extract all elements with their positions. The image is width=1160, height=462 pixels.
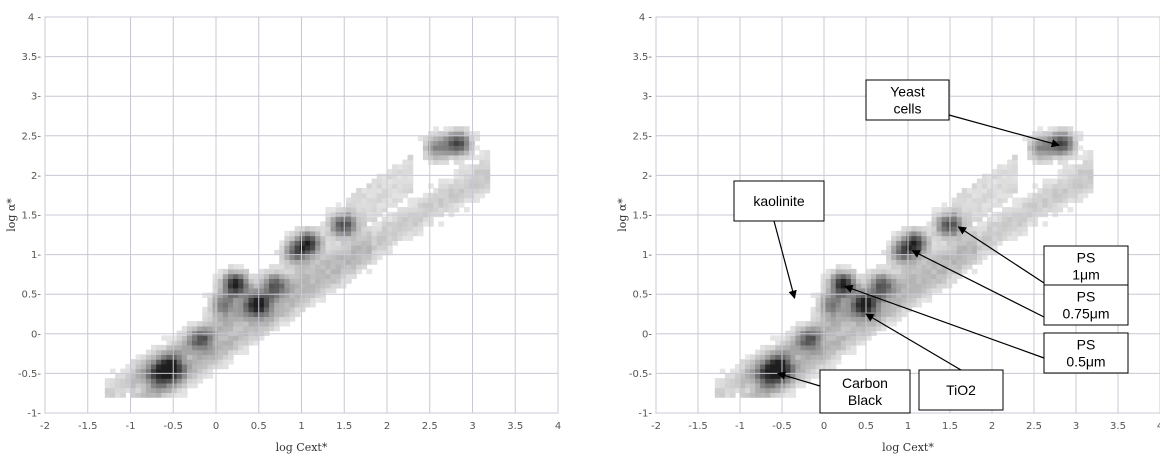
annotation: PS0.5μm: [844, 284, 1129, 374]
x-tick-label: 1.5: [942, 421, 958, 432]
y-axis-label: log α*: [5, 198, 18, 232]
annotation-box: [819, 369, 911, 414]
x-tick-label: 0: [213, 421, 219, 432]
y-tick-label: 4 -: [28, 13, 42, 24]
chart-left: -2 -1.5 -1 -0.5 0 0.5 1 1.5 2 2.5 3 3.5 4 -1- -0.5- 0- 0…: [5, 13, 561, 455]
y-tick-label: 4 -: [639, 13, 653, 24]
y-tick-label: 2-: [31, 171, 41, 182]
x-tick-label: 2: [384, 421, 390, 432]
y-tick-label: 0.5-: [21, 290, 41, 301]
annotation-box: [1043, 245, 1129, 287]
annotation-label: 0.75μm: [1063, 306, 1110, 322]
annotation-label: 0.5μm: [1066, 354, 1105, 370]
x-tick-label: -1.5: [688, 421, 708, 432]
y-tick-label: 2.5-: [21, 131, 41, 142]
x-tick-label: 3.5: [1110, 421, 1126, 432]
annotation-label: cells: [893, 101, 921, 117]
annotation-arrow: [776, 371, 821, 387]
annotation: kaolinite: [733, 180, 825, 299]
x-tick-label: 3: [1073, 421, 1079, 432]
annotation-label: Yeast: [890, 84, 925, 100]
y-tick-label: 0-: [642, 329, 652, 340]
y-tick-label: -1-: [27, 409, 41, 420]
annotation: TiO2: [865, 313, 1004, 411]
annotation-arrow: [773, 220, 797, 299]
y-tick-label: 0.5-: [632, 290, 652, 301]
y-tick-label: 2.5-: [632, 131, 652, 142]
grid: [44, 16, 559, 414]
annotation-box: [1043, 284, 1129, 326]
x-tick-label: 4: [1157, 421, 1160, 432]
x-tick-label: 0.5: [858, 421, 874, 432]
annotation-label: 1μm: [1072, 267, 1100, 283]
annotation-label: Carbon: [842, 375, 888, 391]
y-tick-label: 1.5-: [21, 211, 41, 222]
annotation-label: TiO2: [946, 382, 976, 398]
x-tick-label: -1: [126, 421, 136, 432]
x-axis-label: log Cext*: [882, 441, 934, 454]
y-tick-label: 3-: [31, 92, 41, 103]
y-tick-label: 0-: [31, 329, 41, 340]
x-tick-label: -1.5: [78, 421, 98, 432]
x-tick-label: -2: [651, 421, 661, 432]
y-tick-label: 1-: [642, 250, 652, 261]
y-tick-label: 2-: [642, 171, 652, 182]
annotation: PS0.75μm: [911, 250, 1129, 326]
annotation-label: kaolinite: [753, 193, 805, 209]
x-tick-label: 3.5: [507, 421, 523, 432]
annotation-box: [1043, 332, 1129, 374]
annotation-arrow: [844, 284, 1045, 359]
x-tick-label: 3: [469, 421, 475, 432]
y-tick-label: -1-: [638, 409, 652, 420]
y-tick-label: -0.5-: [18, 369, 42, 380]
y-tick-label: 3.5-: [632, 52, 652, 63]
x-tick-label: 2.5: [1026, 421, 1042, 432]
heatmap: [104, 126, 491, 398]
x-tick-label: -2: [40, 421, 50, 432]
annotation-arrow: [865, 313, 962, 371]
y-tick-label: -0.5-: [629, 369, 653, 380]
x-tick-label: 1: [905, 421, 911, 432]
y-tick-label: 1.5-: [632, 211, 652, 222]
x-tick-label: -1: [735, 421, 745, 432]
annotation-box: [733, 180, 825, 222]
x-tick-label: 1: [298, 421, 304, 432]
x-tick-label: 2.5: [422, 421, 438, 432]
annotation-box: [918, 369, 1004, 411]
x-tick-label: 0: [821, 421, 827, 432]
annotation-arrow: [957, 226, 1045, 284]
annotation-label: PS: [1077, 337, 1096, 353]
chart-right: -2 -1.5 -1 -0.5 0 0.5 1 1.5 2 2.5 3 3.5 4 -1- -0.5- 0- 0…: [616, 13, 1160, 454]
x-tick-label: -0.5: [772, 421, 792, 432]
x-tick-label: 1.5: [336, 421, 352, 432]
x-tick-label: 0.5: [251, 421, 267, 432]
y-tick-label: 1-: [31, 250, 41, 261]
annotation-label: Black: [848, 392, 883, 408]
annotation-arrow: [911, 250, 1045, 318]
y-axis-label: log α*: [616, 198, 629, 232]
x-tick-label: 2: [989, 421, 995, 432]
x-tick-label: -0.5: [163, 421, 183, 432]
x-tick-label: 4: [555, 421, 561, 432]
annotation-label: PS: [1077, 250, 1096, 266]
x-axis-label: log Cext*: [276, 441, 328, 454]
y-tick-label: 3-: [642, 92, 652, 103]
annotation-label: PS: [1077, 289, 1096, 305]
annotation-box: [865, 79, 950, 121]
annotation-arrow: [948, 114, 1061, 148]
y-tick-label: 3.5-: [21, 52, 41, 63]
